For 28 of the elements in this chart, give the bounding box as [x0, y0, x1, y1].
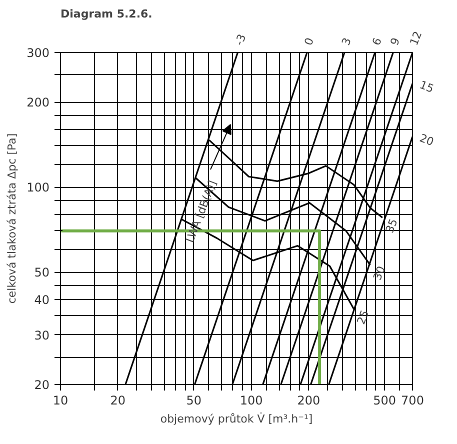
- text: 35: [383, 216, 400, 235]
- text: 9: [388, 36, 403, 48]
- y-tick-label: 40: [34, 293, 50, 308]
- text: 0: [302, 36, 317, 48]
- text: 3: [339, 36, 354, 48]
- y-tick-label: 50: [34, 266, 50, 280]
- text: 6: [370, 36, 384, 48]
- chart-title: Diagram 5.2.6.: [60, 8, 152, 20]
- text: 20: [418, 132, 436, 149]
- y-tick-label: 300: [26, 46, 50, 60]
- x-tick-label: 10: [52, 394, 68, 408]
- text: 25: [354, 308, 372, 326]
- text: 15: [418, 78, 436, 96]
- text: 12: [407, 29, 425, 48]
- x-tick-label: 50: [186, 394, 202, 408]
- x-tick-label: 500: [373, 394, 396, 408]
- text: -3: [232, 32, 249, 48]
- x-tick-label: 20: [110, 394, 126, 408]
- x-tick-label: 700: [401, 394, 424, 408]
- text: 30: [370, 264, 388, 282]
- x-axis-title: objemový průtok V̇ [m³.h⁻¹]: [160, 411, 313, 426]
- y-tick-label: 20: [34, 378, 50, 392]
- y-tick-label: 200: [26, 96, 50, 110]
- x-tick-label: 200: [297, 394, 320, 408]
- x-tick-label: 100: [240, 394, 263, 408]
- y-axis-title: celková tlaková ztráta Δpc [Pa]: [6, 133, 19, 304]
- y-tick-label: 100: [26, 180, 50, 195]
- y-tick-label: 30: [34, 328, 50, 342]
